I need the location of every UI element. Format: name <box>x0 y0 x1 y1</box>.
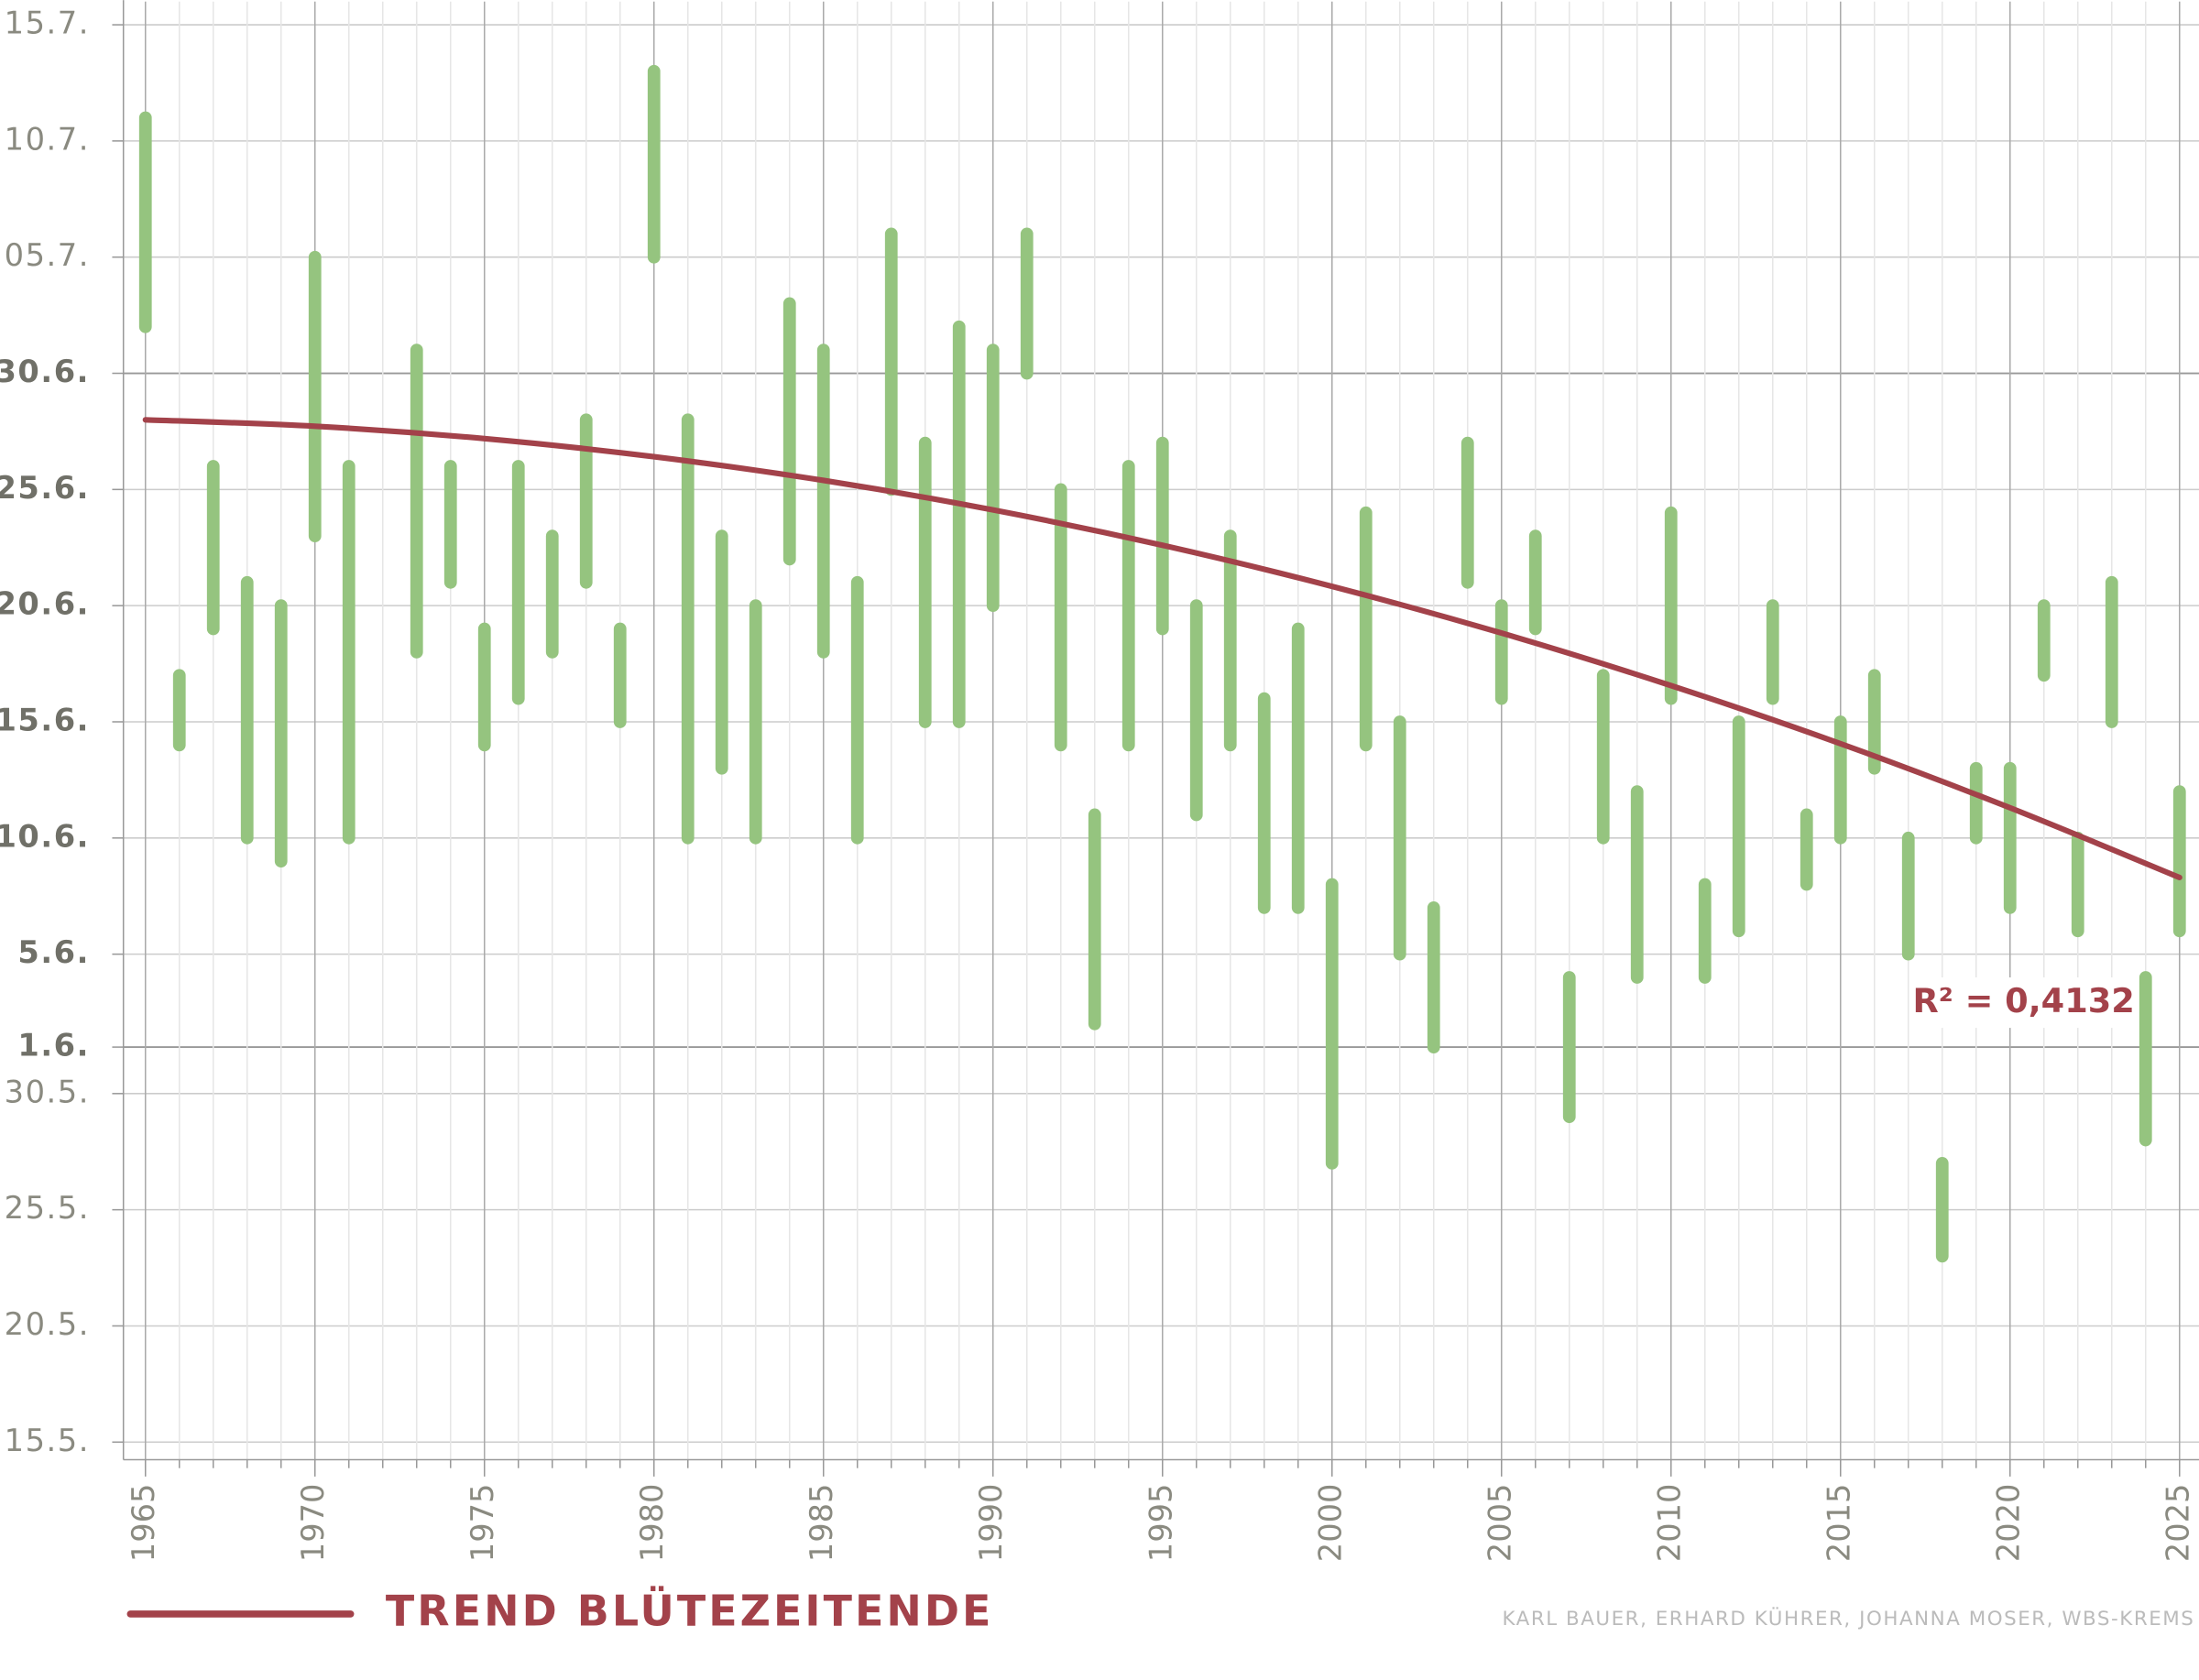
annotation: R² = 0,4132 <box>1912 981 2134 1020</box>
grid <box>112 1 2199 1477</box>
y-tick-label: 25.5. <box>5 1190 90 1226</box>
x-tick-label: 1985 <box>804 1484 839 1563</box>
x-tick-label: 2015 <box>1821 1484 1856 1563</box>
source: KARL BAUER, ERHARD KÜHRER, JOHANNA MOSER… <box>1502 1607 2194 1631</box>
y-tick-label: 1.6. <box>17 1028 90 1064</box>
y-tick-label: 25.6. <box>0 470 90 506</box>
annotation-bg <box>1924 977 2121 1029</box>
x-tick-label: 1970 <box>295 1484 331 1563</box>
y-tick-label: 20.6. <box>0 586 90 622</box>
legend-label: TREND BLÜTEZEITENDE <box>386 1586 994 1635</box>
x-tick-label: 2005 <box>1482 1484 1517 1563</box>
x-tick-label: 2025 <box>2160 1484 2195 1563</box>
y-tick-label: 5.6. <box>17 934 90 970</box>
x-tick-label: 1995 <box>1143 1484 1178 1563</box>
x-tick-label: 2010 <box>1651 1484 1687 1563</box>
x-tick-label: 2020 <box>1990 1484 2026 1563</box>
x-tick-label: 1990 <box>973 1484 1009 1563</box>
y-tick-label: 05.7. <box>5 237 90 273</box>
y-tick-label: 30.6. <box>0 354 90 389</box>
trend-line <box>142 417 2183 880</box>
marks <box>138 64 2186 1263</box>
x-tick-label: 2000 <box>1312 1484 1348 1563</box>
y-tick-label: 10.6. <box>0 818 90 854</box>
x-tick-label: 1965 <box>126 1484 161 1563</box>
y-tick-label: 15.6. <box>0 702 90 737</box>
x-tick-label: 1975 <box>465 1484 500 1563</box>
y-tick-label: 20.5. <box>5 1306 90 1342</box>
x-tick-label: 1980 <box>634 1484 670 1563</box>
y-tick-label: 10.7. <box>5 121 90 157</box>
y-tick-label: 30.5. <box>5 1074 90 1109</box>
y-tick-label: 15.5. <box>5 1423 90 1458</box>
y-tick-label: 15.7. <box>5 5 90 41</box>
